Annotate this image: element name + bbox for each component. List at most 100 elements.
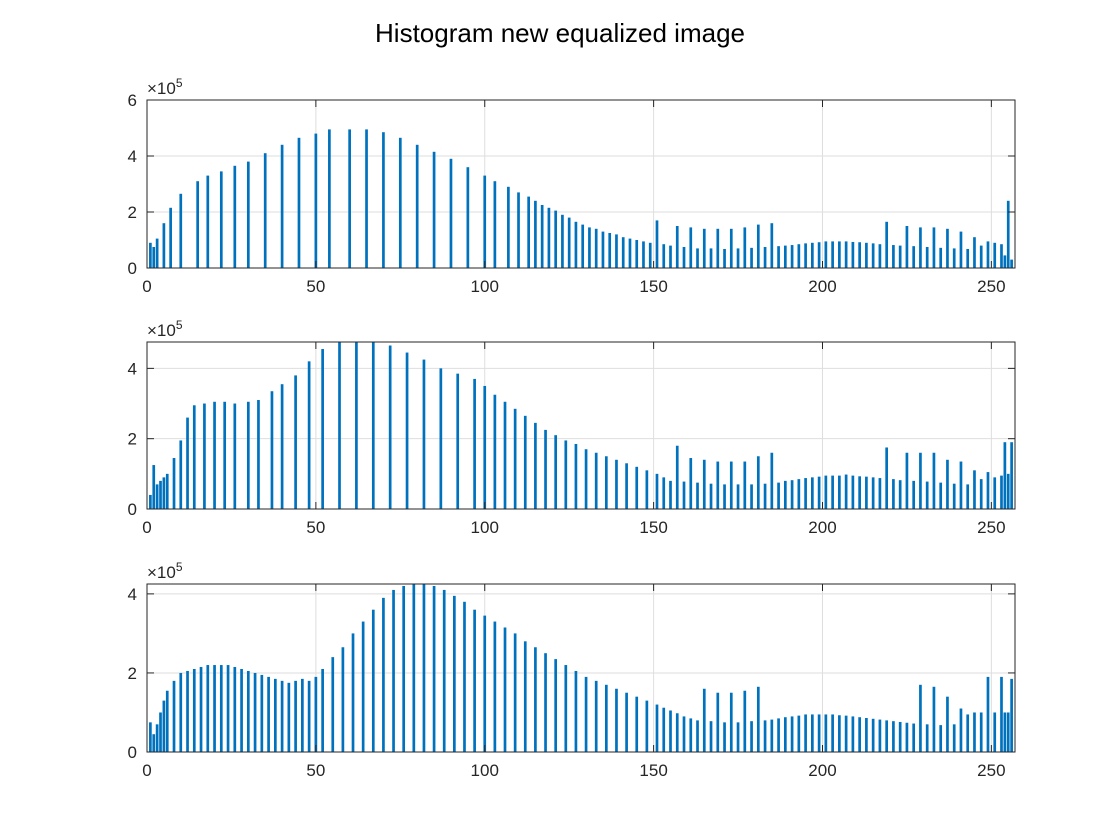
- histogram-bar: [797, 244, 801, 268]
- histogram-bar: [192, 668, 196, 752]
- histogram-bar: [979, 245, 983, 268]
- histogram-bar: [905, 722, 909, 752]
- histogram-bar: [365, 129, 368, 268]
- histogram-bar: [865, 718, 868, 752]
- histogram-bar: [625, 692, 628, 752]
- subplot-1: 0 50 100 150 200 250 0 2 4 6 ×105: [128, 76, 1016, 296]
- histogram-bar: [162, 223, 166, 268]
- histogram-bar: [165, 473, 169, 509]
- histogram-bar: [790, 245, 794, 268]
- histogram-bar: [966, 248, 970, 268]
- y-exponent-label: ×105: [147, 318, 183, 340]
- histogram-bar: [709, 721, 713, 752]
- histogram-bar: [307, 361, 311, 509]
- histogram-bar: [973, 712, 976, 752]
- histogram-bar: [398, 137, 402, 268]
- histogram-bar: [402, 585, 406, 752]
- histogram-bar: [588, 227, 591, 268]
- histogram-bar: [645, 470, 649, 509]
- histogram-bar: [702, 228, 706, 268]
- histogram-bar: [675, 713, 679, 752]
- histogram-bar: [493, 181, 497, 268]
- histogram-bar: [885, 447, 889, 509]
- histogram-bar: [159, 712, 162, 752]
- histogram-bar: [824, 475, 828, 509]
- subplot-2: 0 50 100 150 200 250 0 2 4 ×105: [128, 318, 1016, 537]
- histogram-bar: [594, 452, 598, 509]
- histogram-bar: [979, 479, 983, 509]
- histogram-bar: [858, 717, 861, 752]
- histogram-bar: [233, 403, 237, 509]
- histogram-bar: [483, 175, 487, 268]
- histogram-bar: [844, 241, 848, 268]
- histogram-bar: [169, 207, 172, 268]
- histogram-bar: [844, 715, 848, 752]
- histogram-bar: [716, 461, 720, 509]
- histogram-bar: [838, 715, 841, 752]
- histogram-bar: [523, 641, 527, 752]
- histogram-bar: [797, 479, 801, 509]
- histogram-bar: [544, 429, 547, 509]
- histogram-bar: [608, 233, 612, 268]
- histogram-bar: [621, 237, 625, 268]
- histogram-bar: [763, 483, 767, 509]
- histogram-bar: [838, 475, 841, 509]
- histogram-bar: [966, 714, 970, 752]
- histogram-bar: [919, 684, 922, 752]
- histogram-bar: [892, 245, 895, 268]
- histogram-bar: [905, 226, 909, 268]
- histogram-bar: [973, 470, 976, 509]
- histogram-bar: [756, 224, 760, 268]
- histogram-bar: [824, 241, 828, 268]
- histogram-bar: [729, 228, 733, 268]
- histogram-bar: [388, 345, 392, 509]
- histogram-bar: [912, 723, 916, 752]
- histogram-bar: [723, 484, 726, 509]
- histogram-bar: [898, 480, 902, 509]
- histogram-bar: [865, 476, 868, 509]
- histogram-bar: [952, 248, 956, 268]
- histogram-bar: [165, 690, 169, 752]
- histogram-bar: [246, 670, 250, 752]
- histogram-bar: [635, 240, 639, 268]
- histogram-bar: [584, 449, 588, 509]
- histogram-bar: [439, 368, 443, 509]
- histogram-bar: [925, 247, 929, 268]
- histogram-bar: [645, 700, 649, 752]
- histogram-bar: [993, 712, 997, 752]
- histogram-bar: [959, 231, 963, 268]
- histogram-bar: [564, 665, 568, 752]
- histogram-bar: [750, 484, 753, 509]
- histogram-bar: [871, 243, 875, 268]
- histogram-bar: [709, 248, 713, 268]
- histogram-bar: [422, 584, 426, 752]
- histogram-bar: [348, 129, 351, 268]
- y-tick-label: 4: [128, 585, 137, 604]
- histogram-bar: [709, 483, 713, 509]
- x-tick-label: 150: [639, 518, 667, 537]
- histogram-bar: [838, 241, 841, 268]
- histogram-bar: [648, 242, 652, 268]
- histogram-bar: [811, 714, 814, 752]
- histogram-bar: [314, 133, 318, 268]
- histogram-bar: [682, 481, 686, 509]
- histogram-bar: [952, 724, 956, 752]
- histogram-bar: [743, 227, 747, 268]
- histogram-bar: [777, 482, 780, 509]
- histogram-bar: [534, 422, 537, 509]
- histogram-bar: [301, 678, 304, 752]
- histogram-bar: [1010, 678, 1013, 752]
- histogram-bar: [669, 710, 672, 752]
- histogram-bar: [912, 246, 916, 268]
- histogram-bar: [1006, 712, 1010, 752]
- histogram-bar: [932, 227, 936, 268]
- histogram-bar: [986, 241, 990, 268]
- histogram-bar: [939, 725, 943, 752]
- histogram-bar: [338, 342, 341, 509]
- histogram-bar: [594, 228, 598, 268]
- histogram-bar: [615, 234, 618, 268]
- histogram-bar: [925, 481, 929, 509]
- histogram-bar: [811, 242, 814, 268]
- histogram-bar: [689, 458, 693, 509]
- histogram-bar: [159, 480, 162, 509]
